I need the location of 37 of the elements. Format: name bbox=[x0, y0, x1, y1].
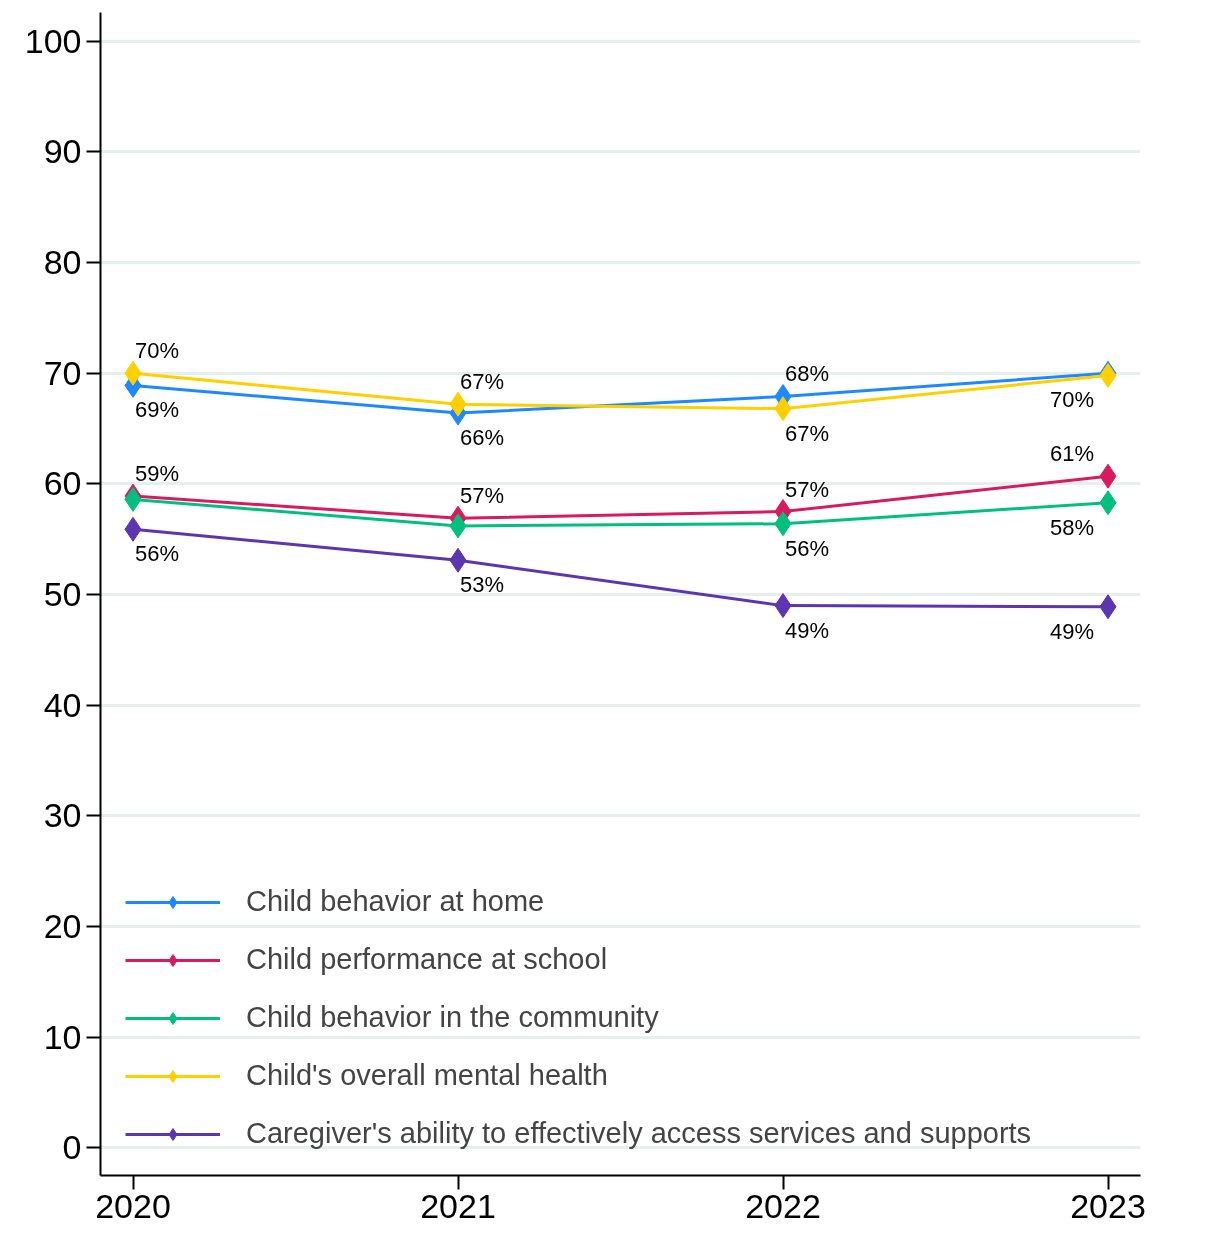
data-label: 67% bbox=[785, 420, 830, 446]
data-label: 57% bbox=[460, 483, 505, 509]
data-label: 66% bbox=[460, 425, 505, 451]
legend-label: Child's overall mental health bbox=[246, 1059, 608, 1092]
y-tick-label: 60 bbox=[43, 464, 82, 503]
x-tick-label: 2023 bbox=[1070, 1186, 1146, 1225]
y-tick-label: 20 bbox=[43, 907, 82, 946]
y-tick-label: 100 bbox=[24, 21, 82, 60]
data-label: 49% bbox=[1049, 618, 1095, 644]
data-label: 56% bbox=[785, 535, 830, 561]
y-tick-label: 50 bbox=[43, 575, 82, 614]
data-label: 58% bbox=[1049, 514, 1095, 540]
y-tick-label: 0 bbox=[62, 1128, 82, 1167]
data-label: 53% bbox=[460, 572, 505, 598]
y-tick-label: 70 bbox=[43, 353, 82, 392]
data-label: 61% bbox=[1049, 441, 1095, 467]
legend-label: Child performance at school bbox=[246, 943, 608, 976]
data-label: 57% bbox=[785, 476, 830, 502]
y-tick-label: 40 bbox=[43, 685, 82, 724]
legend-label: Child behavior at home bbox=[246, 885, 545, 918]
data-label: 70% bbox=[1049, 387, 1095, 413]
data-label: 49% bbox=[785, 617, 830, 643]
data-label: 59% bbox=[135, 461, 180, 487]
y-tick-label: 90 bbox=[43, 132, 82, 171]
legend-label: Child behavior in the community bbox=[246, 1001, 659, 1034]
legend-label: Caregiver's ability to effectively access services and supports bbox=[246, 1117, 1032, 1150]
y-tick-label: 10 bbox=[43, 1017, 82, 1056]
x-tick-label: 2021 bbox=[420, 1186, 496, 1225]
y-tick-label: 80 bbox=[43, 243, 82, 282]
data-label: 56% bbox=[135, 541, 180, 567]
y-tick-label: 30 bbox=[43, 796, 82, 835]
x-tick-label: 2022 bbox=[745, 1186, 821, 1225]
data-label: 67% bbox=[460, 369, 505, 395]
x-tick-label: 2020 bbox=[95, 1186, 171, 1225]
data-label: 68% bbox=[785, 361, 830, 387]
data-label: 70% bbox=[135, 338, 180, 364]
data-label: 69% bbox=[135, 397, 180, 423]
